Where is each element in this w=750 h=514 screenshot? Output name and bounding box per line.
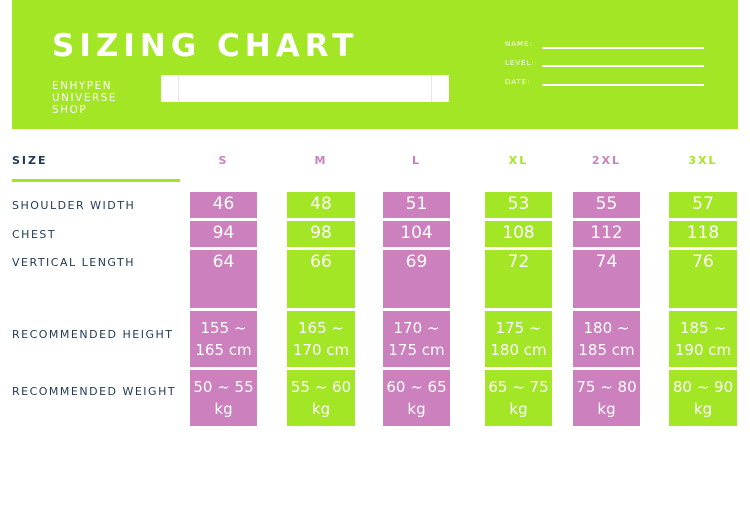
shop-input-box[interactable] [161, 75, 449, 102]
shoulder-cell-l: 51 [383, 192, 450, 218]
weight-cell-line: kg [693, 400, 713, 418]
box-divider [161, 75, 179, 102]
size-header-xl: XL [508, 154, 529, 167]
name-field[interactable] [542, 47, 704, 49]
weight-cell-line: 60 ~ 65 [386, 378, 447, 396]
chest-cell-l: 104 [383, 221, 450, 247]
shoulder-cell-2xl: 55 [573, 192, 640, 218]
height-cell-m: 165 ~ 170 cm [287, 311, 355, 367]
weight-cell-line: 80 ~ 90 [672, 378, 734, 396]
weight-cell-line: 65 ~ 75 [488, 378, 549, 396]
chest-cell-m: 98 [287, 221, 355, 247]
height-cell-line: 175 cm [388, 341, 445, 359]
shop-name-line: UNIVERSE [52, 92, 118, 104]
row-label-chest: CHEST [12, 228, 57, 241]
height-cell-line: 185 cm [578, 341, 635, 359]
shop-name-line: ENHYPEN [52, 80, 113, 92]
height-cell-line: 170 cm [292, 341, 350, 359]
weight-cell-m: 55 ~ 60 kg [287, 370, 355, 426]
length-cell-2xl: 74 [573, 250, 640, 308]
size-header-s: S [218, 154, 229, 167]
size-header-underline [12, 179, 180, 182]
size-header-l: L [411, 154, 421, 167]
length-cell-s: 64 [190, 250, 257, 308]
height-cell-line: 170 ~ [393, 319, 440, 337]
size-column-header: SIZE [12, 154, 48, 167]
shop-name: ENHYPEN UNIVERSE SHOP [52, 80, 142, 116]
page-title: SIZING CHART [52, 28, 359, 64]
size-header-2xl: 2XL [591, 154, 622, 167]
weight-cell-s: 50 ~ 55 kg [190, 370, 257, 426]
height-cell-xl: 175 ~ 180 cm [485, 311, 552, 367]
height-cell-line: 180 ~ [583, 319, 630, 337]
weight-cell-2xl: 75 ~ 80 kg [573, 370, 640, 426]
level-field[interactable] [542, 65, 704, 67]
chest-cell-s: 94 [190, 221, 257, 247]
weight-cell-line: kg [214, 400, 233, 418]
shoulder-cell-m: 48 [287, 192, 355, 218]
height-cell-l: 170 ~ 175 cm [383, 311, 450, 367]
date-field[interactable] [542, 84, 704, 86]
size-header-m: M [314, 154, 328, 167]
height-cell-line: 175 ~ [495, 319, 542, 337]
weight-cell-3xl: 80 ~ 90 kg [669, 370, 737, 426]
height-cell-line: 180 cm [490, 341, 547, 359]
height-cell-line: 155 ~ [200, 319, 247, 337]
row-label-shoulder: SHOULDER WIDTH [12, 199, 136, 212]
weight-cell-line: kg [597, 400, 616, 418]
weight-cell-xl: 65 ~ 75 kg [485, 370, 552, 426]
date-label: DATE: [505, 78, 531, 86]
length-cell-xl: 72 [485, 250, 552, 308]
height-cell-s: 155 ~ 165 cm [190, 311, 257, 367]
weight-cell-line: 55 ~ 60 [290, 378, 352, 396]
row-label-height: RECOMMENDED HEIGHT [12, 328, 174, 341]
weight-cell-l: 60 ~ 65 kg [383, 370, 450, 426]
weight-cell-line: kg [509, 400, 528, 418]
size-header-3xl: 3XL [688, 154, 718, 167]
weight-cell-line: kg [311, 400, 331, 418]
name-label: NAME: [505, 40, 533, 48]
chest-cell-3xl: 118 [669, 221, 737, 247]
chest-cell-xl: 108 [485, 221, 552, 247]
shoulder-cell-xl: 53 [485, 192, 552, 218]
weight-cell-line: 50 ~ 55 [193, 378, 254, 396]
height-cell-line: 190 cm [674, 341, 732, 359]
row-label-length: VERTICAL LENGTH [12, 256, 136, 269]
height-cell-line: 165 ~ [298, 319, 344, 337]
chest-cell-2xl: 112 [573, 221, 640, 247]
height-cell-line: 185 ~ [680, 319, 726, 337]
length-cell-3xl: 76 [669, 250, 737, 308]
height-cell-3xl: 185 ~ 190 cm [669, 311, 737, 367]
level-label: LEVEL: [505, 59, 535, 67]
height-cell-line: 165 cm [195, 341, 252, 359]
shoulder-cell-s: 46 [190, 192, 257, 218]
header-banner: SIZING CHART ENHYPEN UNIVERSE SHOP NAME:… [12, 0, 738, 129]
weight-cell-line: 75 ~ 80 [576, 378, 637, 396]
box-divider [161, 75, 432, 102]
row-label-weight: RECOMMENDED WEIGHT [12, 385, 177, 398]
height-cell-2xl: 180 ~ 185 cm [573, 311, 640, 367]
shop-name-line: SHOP [52, 104, 88, 116]
shoulder-cell-3xl: 57 [669, 192, 737, 218]
weight-cell-line: kg [407, 400, 426, 418]
length-cell-m: 66 [287, 250, 355, 308]
length-cell-l: 69 [383, 250, 450, 308]
